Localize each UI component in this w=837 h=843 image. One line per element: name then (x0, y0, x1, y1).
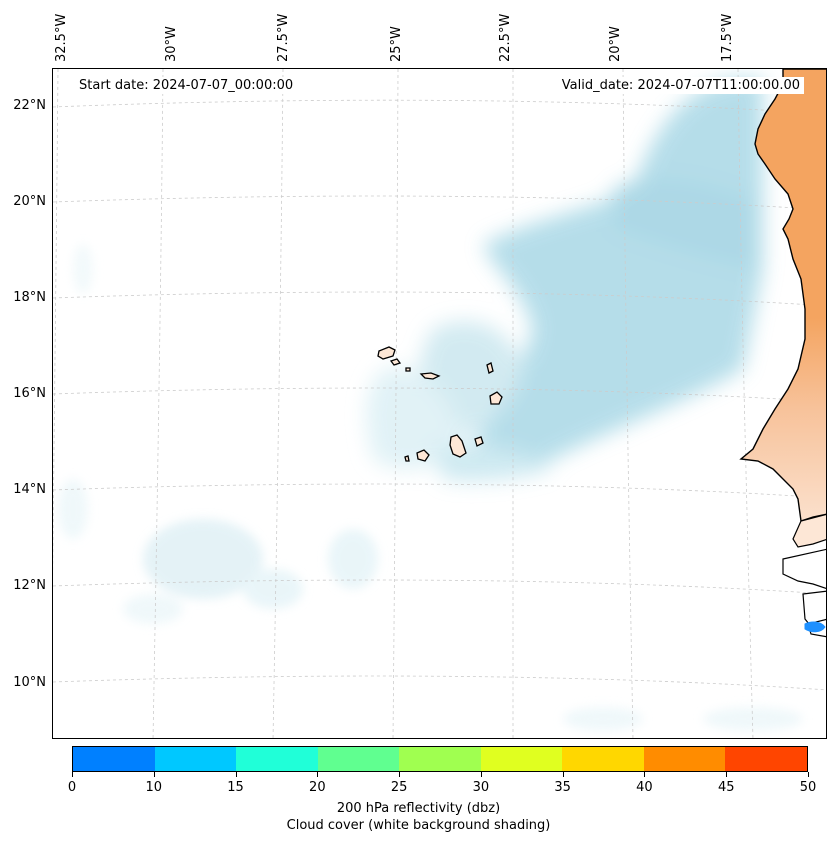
colorbar-tick-label: 0 (67, 780, 77, 795)
colorbar-tick-label: 30 (472, 780, 490, 795)
longitude-label: 17.5°W (720, 13, 735, 62)
colorbar-segment (317, 747, 400, 771)
colorbar-tick-mark (399, 772, 401, 777)
reflectivity-colorbar (72, 746, 808, 772)
colorbar-tick-mark (317, 772, 319, 777)
map-panel: Start date: 2024-07-07_00:00:00 Valid_da… (52, 68, 827, 739)
start-date-label: Start date: 2024-07-07_00:00:00 (75, 77, 298, 94)
latitude-label: 12°N (13, 578, 46, 593)
cape-verde-islands (377, 346, 503, 462)
latitude-label: 18°N (13, 290, 46, 305)
colorbar-tick-mark (72, 772, 73, 777)
map-canvas (53, 69, 826, 738)
colorbar-tick-label: 40 (636, 780, 653, 795)
latitude-label: 20°N (13, 194, 46, 209)
colorbar-tick-mark (235, 772, 237, 777)
colorbar-tick-mark (808, 772, 809, 777)
colorbar-segment (643, 747, 726, 771)
colorbar-segment (73, 747, 155, 771)
graticule-grid (53, 69, 826, 738)
colorbar-segment (725, 747, 807, 771)
latitude-label: 16°N (13, 386, 46, 401)
africa-coastline (739, 69, 826, 638)
colorbar-tick-label: 25 (390, 780, 408, 795)
cloud-cover-shading (366, 79, 763, 481)
longitude-label: 22.5°W (498, 13, 513, 62)
longitude-label: 20°W (608, 26, 623, 62)
colorbar-segment (236, 747, 318, 771)
colorbar-tick-label: 10 (145, 780, 163, 795)
longitude-label: 32.5°W (54, 13, 69, 62)
colorbar-tick-mark (153, 772, 155, 777)
longitude-label: 30°W (164, 26, 179, 62)
colorbar-tick-label: 50 (799, 780, 817, 795)
colorbar-segment (480, 747, 563, 771)
colorbar-tick-mark (726, 772, 728, 777)
latitude-label: 14°N (13, 482, 46, 497)
colorbar-tick-label: 35 (554, 780, 571, 795)
colorbar-segment (562, 747, 644, 771)
colorbar-tick-label: 20 (309, 780, 326, 795)
colorbar-segment (399, 747, 481, 771)
colorbar-tick-mark (562, 772, 564, 777)
colorbar-tick-mark (480, 772, 482, 777)
colorbar-segment (154, 747, 237, 771)
colorbar-label-secondary: Cloud cover (white background shading) (286, 818, 551, 833)
colorbar-tick-label: 15 (227, 780, 244, 795)
colorbar-tick-label: 45 (717, 780, 735, 795)
longitude-label: 25°W (389, 26, 404, 62)
colorbar-label-primary: 200 hPa reflectivity (dbz) (336, 801, 501, 816)
longitude-label: 27.5°W (276, 13, 291, 62)
latitude-label: 22°N (13, 98, 46, 113)
valid-date-label: Valid_date: 2024-07-07T11:00:00.00 (557, 77, 804, 94)
latitude-label: 10°N (13, 675, 46, 690)
scattered-cloud-patches (58, 244, 803, 731)
colorbar-tick-mark (644, 772, 646, 777)
